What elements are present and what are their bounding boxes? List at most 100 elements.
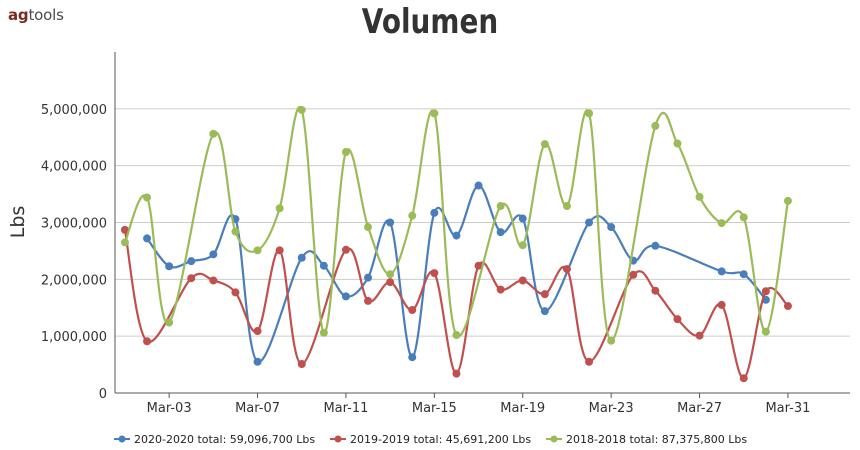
- x-tick-label: Mar-31: [765, 401, 810, 416]
- x-axis-ticks: Mar-03 Mar-07 Mar-11 Mar-15 Mar-19 Mar-23 Mar-…: [147, 393, 810, 416]
- legend-item[interactable]: 2018-2018 total: 87,375,800 Lbs: [546, 433, 747, 446]
- data-point[interactable]: [540, 140, 549, 149]
- data-point[interactable]: [253, 246, 262, 255]
- series-line: [123, 229, 789, 380]
- data-point[interactable]: [430, 208, 439, 217]
- data-point[interactable]: [518, 276, 527, 285]
- data-point[interactable]: [364, 273, 373, 282]
- data-point[interactable]: [540, 290, 549, 299]
- data-point[interactable]: [695, 331, 704, 340]
- data-point[interactable]: [717, 219, 726, 228]
- data-point[interactable]: [717, 300, 726, 309]
- data-point[interactable]: [341, 148, 350, 157]
- data-point[interactable]: [297, 360, 306, 369]
- legend-label: 2019-2019 total: 45,691,200 Lbs: [350, 433, 531, 446]
- data-point[interactable]: [651, 241, 660, 250]
- data-point[interactable]: [496, 202, 505, 211]
- data-point[interactable]: [430, 269, 439, 278]
- data-point[interactable]: [562, 202, 571, 211]
- data-point[interactable]: [231, 227, 240, 236]
- legend-item[interactable]: 2019-2019 total: 45,691,200 Lbs: [330, 433, 531, 446]
- x-tick-label: Mar-11: [323, 401, 368, 416]
- data-point[interactable]: [143, 193, 152, 202]
- data-point[interactable]: [518, 214, 527, 223]
- data-point[interactable]: [386, 270, 395, 279]
- data-point[interactable]: [408, 353, 417, 362]
- data-point[interactable]: [408, 306, 417, 315]
- data-point[interactable]: [231, 288, 240, 297]
- data-point[interactable]: [319, 261, 328, 270]
- data-point[interactable]: [585, 109, 594, 118]
- data-point[interactable]: [474, 261, 483, 270]
- data-point[interactable]: [783, 196, 792, 205]
- legend-item[interactable]: 2020-2020 total: 59,096,700 Lbs: [114, 433, 315, 446]
- data-point[interactable]: [518, 241, 527, 250]
- data-point[interactable]: [209, 250, 218, 259]
- data-point[interactable]: [496, 228, 505, 237]
- y-tick-label: 2,000,000: [41, 273, 107, 288]
- data-point[interactable]: [341, 292, 350, 301]
- data-point[interactable]: [386, 218, 395, 227]
- data-point[interactable]: [297, 253, 306, 262]
- data-point[interactable]: [209, 129, 218, 138]
- data-point[interactable]: [673, 315, 682, 324]
- legend[interactable]: 2020-2020 total: 59,096,700 Lbs 2019-2019…: [114, 433, 747, 446]
- series-layer: [120, 105, 792, 383]
- data-point[interactable]: [187, 274, 196, 283]
- y-tick-label: 5,000,000: [41, 103, 107, 118]
- data-point[interactable]: [364, 296, 373, 305]
- legend-swatch-marker: [550, 435, 558, 443]
- data-point[interactable]: [739, 270, 748, 279]
- data-point[interactable]: [386, 278, 395, 287]
- y-tick-label: 3,000,000: [41, 217, 107, 232]
- data-point[interactable]: [143, 234, 152, 243]
- data-point[interactable]: [651, 286, 660, 295]
- data-point[interactable]: [275, 246, 284, 255]
- data-point[interactable]: [319, 328, 328, 337]
- data-point[interactable]: [165, 262, 174, 271]
- data-point[interactable]: [496, 285, 505, 294]
- data-point[interactable]: [120, 225, 129, 234]
- y-axis-label: Lbs: [7, 206, 29, 239]
- data-point[interactable]: [143, 337, 152, 346]
- data-point[interactable]: [739, 374, 748, 383]
- data-point[interactable]: [253, 327, 262, 336]
- data-point[interactable]: [585, 357, 594, 366]
- data-point[interactable]: [651, 121, 660, 130]
- data-point[interactable]: [209, 276, 218, 285]
- data-point[interactable]: [540, 307, 549, 316]
- data-point[interactable]: [275, 204, 284, 213]
- data-point[interactable]: [717, 267, 726, 276]
- data-point[interactable]: [607, 223, 616, 232]
- y-axis-ticks: 0 1,000,000 2,000,000 3,000,000 4,000,000 5,0…: [41, 103, 107, 402]
- data-point[interactable]: [607, 336, 616, 345]
- logo-suffix: tools: [28, 6, 64, 24]
- y-tick-label: 0: [99, 387, 107, 402]
- data-point[interactable]: [187, 257, 196, 266]
- data-point[interactable]: [430, 109, 439, 118]
- data-point[interactable]: [120, 238, 129, 247]
- data-point[interactable]: [253, 357, 262, 366]
- data-point[interactable]: [364, 223, 373, 232]
- data-point[interactable]: [761, 327, 770, 336]
- data-point[interactable]: [341, 245, 350, 254]
- data-point[interactable]: [673, 139, 682, 148]
- data-point[interactable]: [165, 318, 174, 327]
- data-point[interactable]: [629, 270, 638, 279]
- data-point[interactable]: [474, 181, 483, 190]
- agtools-logo: agtools: [8, 6, 64, 24]
- x-tick-label: Mar-19: [500, 401, 545, 416]
- data-point[interactable]: [452, 331, 461, 340]
- data-point[interactable]: [739, 213, 748, 222]
- data-point[interactable]: [452, 231, 461, 240]
- data-point[interactable]: [562, 265, 571, 274]
- data-point[interactable]: [297, 105, 306, 114]
- data-point[interactable]: [783, 302, 792, 311]
- data-point[interactable]: [761, 287, 770, 296]
- data-point[interactable]: [695, 192, 704, 201]
- logo-prefix: ag: [8, 6, 29, 24]
- data-point[interactable]: [452, 369, 461, 378]
- data-point[interactable]: [408, 211, 417, 220]
- data-point[interactable]: [585, 218, 594, 227]
